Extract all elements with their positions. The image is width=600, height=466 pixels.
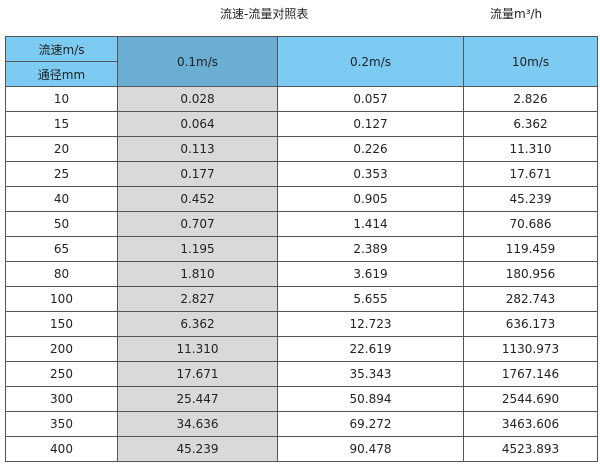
column-header: 0.1m/s bbox=[117, 36, 278, 87]
diameter-cell: 25 bbox=[5, 161, 118, 187]
diameter-cell: 350 bbox=[5, 411, 118, 437]
flow-cell: 1767.146 bbox=[463, 361, 598, 387]
table-row: 65 1.195 2.389 119.459 bbox=[5, 236, 598, 262]
table-row: 15 0.064 0.127 6.362 bbox=[5, 111, 598, 137]
diameter-cell: 80 bbox=[5, 261, 118, 287]
flow-cell: 0.113 bbox=[117, 136, 278, 162]
table-row: 20 0.113 0.226 11.310 bbox=[5, 136, 598, 162]
diameter-cell: 20 bbox=[5, 136, 118, 162]
diameter-cell: 15 bbox=[5, 111, 118, 137]
table-row: 400 45.239 90.478 4523.893 bbox=[5, 436, 598, 462]
flow-cell: 35.343 bbox=[277, 361, 464, 387]
flow-cell: 3.619 bbox=[277, 261, 464, 287]
header-row: 通径mm bbox=[5, 61, 598, 87]
flow-cell: 69.272 bbox=[277, 411, 464, 437]
table-row: 25 0.177 0.353 17.671 bbox=[5, 161, 598, 187]
speed-label: 流速m/s bbox=[5, 36, 118, 62]
table-row: 300 25.447 50.894 2544.690 bbox=[5, 386, 598, 412]
flow-cell: 1130.973 bbox=[463, 336, 598, 362]
flow-cell: 12.723 bbox=[277, 311, 464, 337]
flow-cell: 0.905 bbox=[277, 186, 464, 212]
flow-cell: 17.671 bbox=[117, 361, 278, 387]
flow-cell: 0.057 bbox=[277, 86, 464, 112]
diameter-cell: 10 bbox=[5, 86, 118, 112]
table-row: 150 6.362 12.723 636.173 bbox=[5, 311, 598, 337]
flow-cell: 6.362 bbox=[117, 311, 278, 337]
flow-cell: 2.826 bbox=[463, 86, 598, 112]
flow-cell: 282.743 bbox=[463, 286, 598, 312]
flow-cell: 1.810 bbox=[117, 261, 278, 287]
flow-cell: 5.655 bbox=[277, 286, 464, 312]
column-header: 10m/s bbox=[463, 36, 598, 87]
flow-cell: 45.239 bbox=[117, 436, 278, 462]
diameter-cell: 250 bbox=[5, 361, 118, 387]
flow-cell: 0.127 bbox=[277, 111, 464, 137]
diameter-cell: 65 bbox=[5, 236, 118, 262]
flow-cell: 1.195 bbox=[117, 236, 278, 262]
flow-cell: 4523.893 bbox=[463, 436, 598, 462]
flow-cell: 0.226 bbox=[277, 136, 464, 162]
flow-cell: 70.686 bbox=[463, 211, 598, 237]
diameter-cell: 150 bbox=[5, 311, 118, 337]
diameter-label: 通径mm bbox=[5, 61, 118, 87]
flow-cell: 180.956 bbox=[463, 261, 598, 287]
flow-cell: 0.028 bbox=[117, 86, 278, 112]
flow-cell: 22.619 bbox=[277, 336, 464, 362]
flow-cell: 34.636 bbox=[117, 411, 278, 437]
flow-cell: 90.478 bbox=[277, 436, 464, 462]
flow-cell: 17.671 bbox=[463, 161, 598, 187]
table-row: 200 11.310 22.619 1130.973 bbox=[5, 336, 598, 362]
flow-cell: 11.310 bbox=[117, 336, 278, 362]
flow-cell: 2.389 bbox=[277, 236, 464, 262]
flow-table: 流速m/s 0.1m/s 0.2m/s 10m/s 通径mm 10 0.028 0.… bbox=[5, 36, 598, 462]
flow-cell: 2.827 bbox=[117, 286, 278, 312]
diameter-cell: 100 bbox=[5, 286, 118, 312]
diameter-cell: 200 bbox=[5, 336, 118, 362]
flow-cell: 11.310 bbox=[463, 136, 598, 162]
diameter-cell: 40 bbox=[5, 186, 118, 212]
flow-cell: 636.173 bbox=[463, 311, 598, 337]
diameter-cell: 400 bbox=[5, 436, 118, 462]
table-row: 50 0.707 1.414 70.686 bbox=[5, 211, 598, 237]
table-row: 40 0.452 0.905 45.239 bbox=[5, 186, 598, 212]
table-row: 10 0.028 0.057 2.826 bbox=[5, 86, 598, 112]
flow-cell: 0.353 bbox=[277, 161, 464, 187]
table-title: 流速-流量对照表 bbox=[220, 7, 309, 21]
table-row: 80 1.810 3.619 180.956 bbox=[5, 261, 598, 287]
diameter-cell: 50 bbox=[5, 211, 118, 237]
flow-cell: 1.414 bbox=[277, 211, 464, 237]
flow-cell: 50.894 bbox=[277, 386, 464, 412]
diameter-cell: 300 bbox=[5, 386, 118, 412]
flow-cell: 119.459 bbox=[463, 236, 598, 262]
flow-cell: 25.447 bbox=[117, 386, 278, 412]
table-row: 350 34.636 69.272 3463.606 bbox=[5, 411, 598, 437]
flow-cell: 0.177 bbox=[117, 161, 278, 187]
column-header: 0.2m/s bbox=[277, 36, 464, 87]
unit-label: 流量m³/h bbox=[490, 7, 543, 21]
flow-cell: 3463.606 bbox=[463, 411, 598, 437]
flow-cell: 0.064 bbox=[117, 111, 278, 137]
table-row: 100 2.827 5.655 282.743 bbox=[5, 286, 598, 312]
header-row: 流速m/s 0.1m/s 0.2m/s 10m/s bbox=[5, 36, 598, 87]
flow-cell: 0.707 bbox=[117, 211, 278, 237]
flow-cell: 6.362 bbox=[463, 111, 598, 137]
table-row: 250 17.671 35.343 1767.146 bbox=[5, 361, 598, 387]
flow-cell: 45.239 bbox=[463, 186, 598, 212]
flow-cell: 2544.690 bbox=[463, 386, 598, 412]
flow-cell: 0.452 bbox=[117, 186, 278, 212]
